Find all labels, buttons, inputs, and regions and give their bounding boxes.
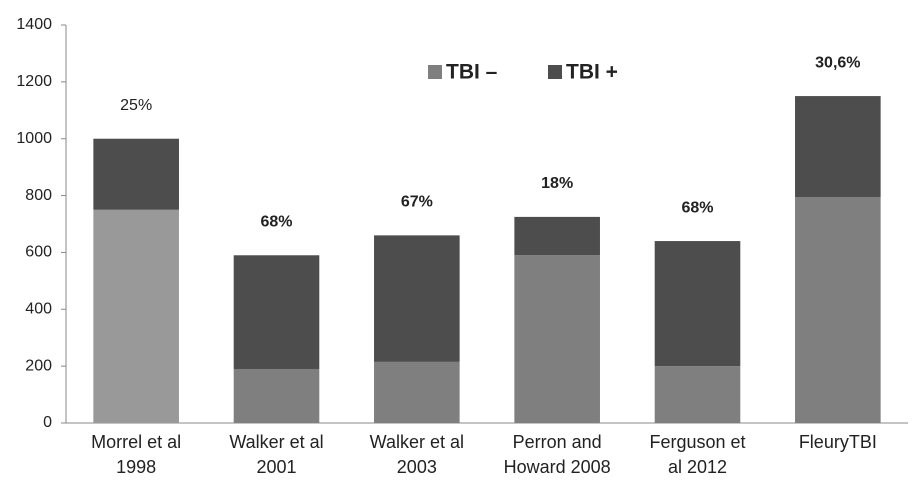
x-tick-label: Perron and Howard 2008 <box>504 432 611 477</box>
y-tick-label: 200 <box>25 357 52 374</box>
bar-annotation: 68% <box>260 213 292 230</box>
x-tick-label: Morrel et al 1998 <box>91 432 181 477</box>
x-tick-label-line: 2001 <box>256 457 296 477</box>
bar-segment <box>93 138 179 210</box>
x-tick-label: Ferguson et al 2012 <box>649 432 745 477</box>
x-tick-label-line: Perron and <box>513 432 602 452</box>
x-tick-label-line: 2003 <box>397 457 437 477</box>
y-tick-label: 1400 <box>16 16 52 33</box>
x-tick-label-line: Morrel et al <box>91 432 181 452</box>
bar-segment <box>233 368 320 423</box>
legend-swatch <box>428 65 442 79</box>
x-tick-label-line: al 2012 <box>668 457 727 477</box>
bar-annotation: 68% <box>681 199 713 216</box>
bar-segment <box>374 235 460 362</box>
x-tick-label: Walker et al 2001 <box>229 432 323 477</box>
x-tick-label-line: Walker et al <box>370 432 464 452</box>
bar-segment <box>795 96 881 197</box>
legend-label: TBI – <box>446 61 498 84</box>
bar-annotation: 25% <box>120 97 152 114</box>
bar-annotation: 67% <box>401 194 433 211</box>
y-tick-label: 400 <box>25 301 52 318</box>
bar-segment <box>93 209 179 423</box>
bar-annotation: 30,6% <box>815 54 860 71</box>
x-tick-label-line: FleuryTBI <box>799 432 877 452</box>
legend-label: TBI + <box>566 61 618 84</box>
y-tick-label: 600 <box>25 244 52 261</box>
bar-annotation: 18% <box>541 175 573 192</box>
bar-segment <box>514 255 600 423</box>
x-tick-label-line: Howard 2008 <box>504 457 611 477</box>
y-tick-label: 0 <box>43 414 52 431</box>
x-tick-label: Walker et al 2003 <box>370 432 464 477</box>
bar-segment <box>654 366 741 423</box>
bar-segment <box>795 196 881 423</box>
y-tick-label: 1200 <box>16 73 52 90</box>
legend-swatch <box>548 65 562 79</box>
bar-segment <box>233 255 320 369</box>
y-tick-label: 800 <box>25 187 52 204</box>
bar-segment <box>654 241 741 367</box>
x-tick-label-line: 1998 <box>116 457 156 477</box>
bar-segment <box>374 361 460 423</box>
x-tick-label-line: Ferguson et <box>649 432 745 452</box>
y-tick-label: 1000 <box>16 130 52 147</box>
x-tick-label: FleuryTBI <box>799 432 877 452</box>
bar-segment <box>514 216 600 256</box>
x-tick-label-line: Walker et al <box>229 432 323 452</box>
